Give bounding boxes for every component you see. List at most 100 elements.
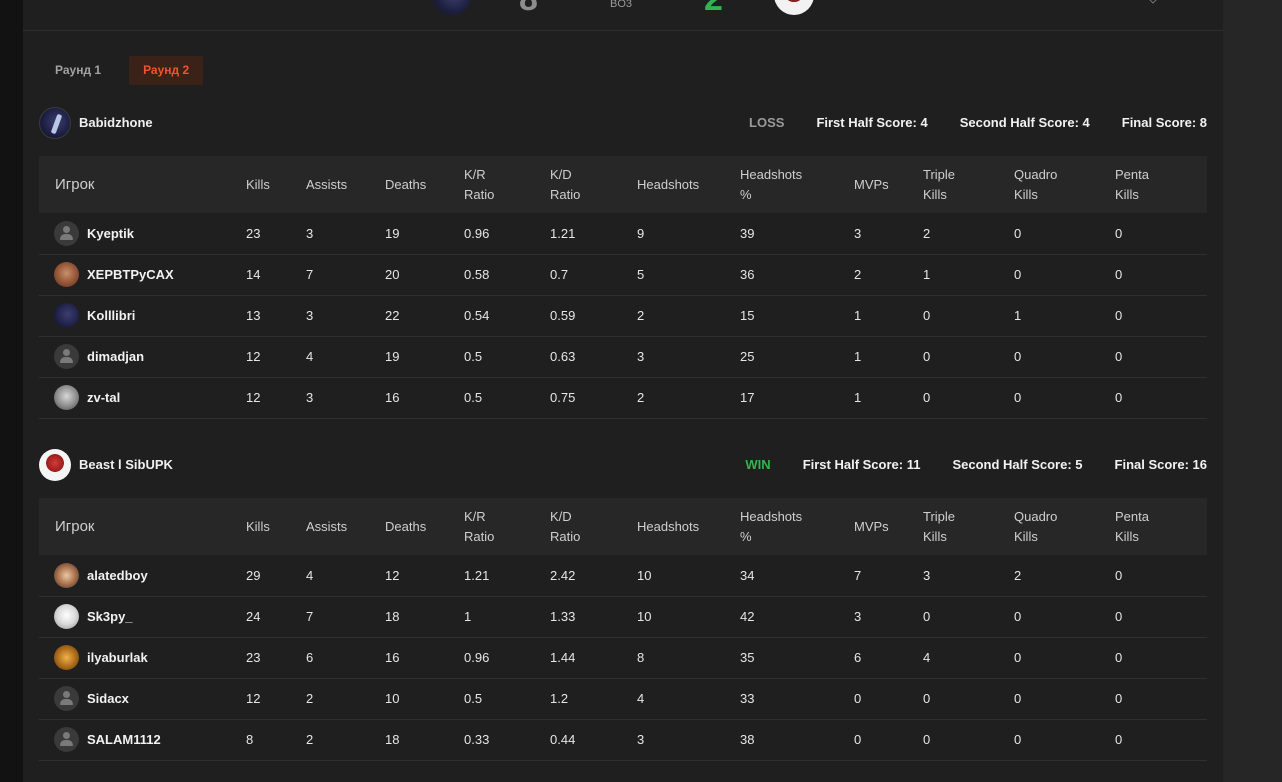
column-header[interactable]: Deaths	[385, 176, 427, 192]
stat-cell: 2	[1014, 567, 1022, 583]
stat-cell: 1	[854, 390, 862, 405]
player-cell: Sidacx	[39, 678, 246, 719]
player-name[interactable]: SALAM1112	[87, 732, 161, 747]
column-header[interactable]: MVPs	[854, 176, 889, 192]
column-header[interactable]: Triple Kills	[923, 166, 956, 202]
table-row[interactable]: zv-tal 12 3 16 0.5 0.75 2 17 1 0 0 0	[39, 377, 1207, 418]
user-icon	[54, 686, 79, 711]
stat-cell: 6	[854, 650, 862, 665]
table-row[interactable]: Kolllibri 13 3 22 0.54 0.59 2 15 1 0 1 0	[39, 295, 1207, 336]
match-stats-panel: 8 BO3 2 Раунд 1 Раунд 2 Babidzhone LOSS …	[23, 0, 1223, 782]
player-name[interactable]: dimadjan	[87, 349, 145, 364]
stat-cell: 20	[385, 267, 400, 282]
player-name[interactable]: Kyeptik	[87, 225, 134, 241]
stat-cell: 0	[1115, 308, 1123, 323]
round-tabs: Раунд 1 Раунд 2	[41, 56, 204, 85]
stat-cell: 10	[637, 609, 652, 624]
player-name[interactable]: Sidacx	[87, 691, 129, 706]
stat-cell: 0	[1115, 732, 1123, 747]
team-stats-table: Игрок Kills Assists Deaths K/R Ratio K/D Ratio H…	[39, 498, 1207, 761]
column-header[interactable]: Assists	[306, 518, 348, 534]
user-icon	[54, 344, 79, 369]
player-name[interactable]: Kolllibri	[87, 308, 136, 323]
column-header[interactable]: Kills	[246, 176, 270, 192]
column-header[interactable]: Headshots	[637, 518, 700, 534]
stat-cell: 0	[923, 308, 931, 323]
stat-cell: 6	[306, 650, 314, 665]
avatar	[54, 562, 79, 588]
stat-cell: 1.44	[550, 650, 576, 665]
column-header[interactable]: Quadro Kills	[1014, 508, 1058, 544]
stat-cell: 22	[385, 308, 400, 323]
stat-cell: 0	[1115, 567, 1123, 583]
column-header[interactable]: Kills	[246, 518, 270, 534]
first-half-score: First Half Score: 11	[802, 457, 921, 472]
table-row[interactable]: dimadjan 12 4 19 0.5 0.63 3 25 1 0 0 0	[39, 336, 1207, 377]
column-header[interactable]: Игрок	[55, 517, 95, 535]
stat-cell: 36	[740, 267, 755, 282]
table-row[interactable]: SALAM1112 8 2 18 0.33 0.44 3 38 0 0 0 0	[39, 719, 1207, 760]
stat-cell: 3	[306, 390, 314, 405]
table-row[interactable]: Kyeptik 23 3 19 0.96 1.21 9 39 3 2 0 0	[39, 213, 1207, 254]
stat-cell: 0	[1014, 349, 1022, 364]
player-cell: alatedboy	[39, 555, 246, 596]
stat-cell: 0	[923, 609, 931, 624]
user-icon	[54, 220, 79, 246]
stat-cell: 29	[246, 567, 261, 583]
column-header[interactable]: Quadro Kills	[1014, 166, 1058, 202]
stat-cell: 0	[1115, 650, 1123, 665]
stat-cell: 2	[637, 390, 645, 405]
column-header[interactable]: Headshots	[637, 176, 700, 192]
stat-cell: 35	[740, 650, 755, 665]
column-header[interactable]: K/D Ratio	[550, 508, 581, 544]
table-row[interactable]: Sidacx 12 2 10 0.5 1.2 4 33 0 0 0 0	[39, 678, 1207, 719]
stat-cell: 2	[923, 225, 931, 241]
page-scroll-area[interactable]	[1223, 0, 1282, 782]
tab-round-1[interactable]: Раунд 1	[55, 63, 102, 77]
column-header[interactable]: Игрок	[55, 175, 95, 193]
stat-cell: 12	[246, 349, 261, 364]
stat-cell: 0	[1115, 349, 1123, 364]
column-header[interactable]: Deaths	[385, 518, 427, 534]
column-header[interactable]: K/D Ratio	[550, 166, 581, 202]
player-name[interactable]: zv-tal	[87, 390, 121, 405]
table-row[interactable]: Sk3py_ 24 7 18 1 1.33 10 42 3 0 0 0	[39, 596, 1207, 637]
stat-cell: 0	[923, 390, 931, 405]
player-name[interactable]: ilyaburlak	[87, 650, 148, 665]
avatar	[54, 604, 79, 629]
team-name: Beast l SibUPK	[79, 457, 173, 472]
stat-cell: 0.75	[550, 390, 576, 405]
stat-cell: 3	[923, 567, 931, 583]
stat-cell: 2.42	[550, 567, 576, 583]
column-header[interactable]: Headshots%	[740, 508, 803, 544]
column-header[interactable]: Headshots%	[740, 166, 803, 202]
table-row[interactable]: alatedboy 29 4 12 1.21 2.42 10 34 7 3 2 0	[39, 555, 1207, 596]
column-header[interactable]: Assists	[306, 176, 348, 192]
stat-cell: 0	[1014, 691, 1022, 706]
column-header[interactable]: Penta Kills	[1115, 508, 1149, 544]
stat-cell: 3	[637, 732, 645, 747]
player-name[interactable]: Sk3py_	[87, 609, 133, 624]
match-format: BO3	[610, 0, 633, 10]
column-header[interactable]: K/R Ratio	[464, 508, 495, 544]
tab-round-2[interactable]: Раунд 2	[129, 56, 204, 85]
player-name[interactable]: XEPBTPyCAX	[87, 267, 174, 282]
stat-cell: 0	[923, 691, 931, 706]
player-name[interactable]: alatedboy	[87, 567, 148, 583]
table-row[interactable]: ilyaburlak 23 6 16 0.96 1.44 8 35 6 4 0 0	[39, 637, 1207, 678]
chevron-down-icon[interactable]	[1147, 0, 1159, 4]
stat-cell: 0	[1014, 732, 1022, 747]
column-header[interactable]: Penta Kills	[1115, 166, 1149, 202]
stat-cell: 0	[1014, 267, 1022, 282]
stat-cell: 0	[1115, 225, 1123, 241]
column-header[interactable]: Triple Kills	[923, 508, 956, 544]
stat-cell: 3	[854, 609, 862, 624]
stat-cell: 1	[1014, 308, 1022, 323]
stat-cell: 0	[923, 732, 931, 747]
column-header[interactable]: MVPs	[854, 518, 889, 534]
column-header[interactable]: K/R Ratio	[464, 166, 495, 202]
team-stats-table: Игрок Kills Assists Deaths K/R Ratio K/D Ratio H…	[39, 156, 1207, 419]
stat-cell: 1.33	[550, 609, 576, 624]
player-cell: zv-tal	[39, 377, 246, 418]
table-row[interactable]: XEPBTPyCAX 14 7 20 0.58 0.7 5 36 2 1 0 0	[39, 254, 1207, 295]
